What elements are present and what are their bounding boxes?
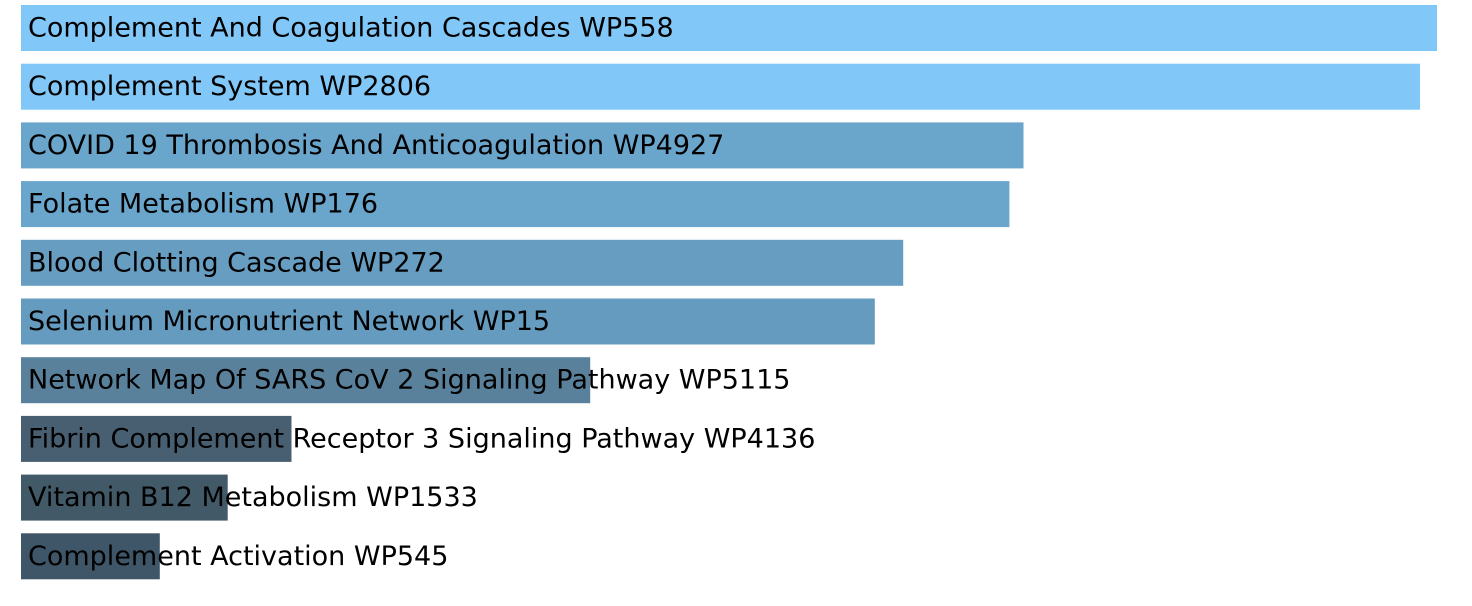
bar-1 (21, 5, 1437, 51)
bar-5 (21, 239, 904, 286)
bar-label-4: Folate Metabolism WP176 (28, 189, 378, 220)
bar-label-2: Complement System WP2806 (28, 71, 431, 102)
bar-label-9: Vitamin B12 Metabolism WP1533 (28, 482, 478, 513)
bar-label-8: Fibrin Complement Receptor 3 Signaling P… (28, 423, 815, 454)
bar-4 (21, 181, 1010, 228)
bar-6 (21, 298, 875, 345)
bar-10 (21, 533, 160, 580)
bars-group (21, 5, 1437, 580)
bar-label-5: Blood Clotting Cascade WP272 (28, 247, 445, 278)
bar-label-10: Complement Activation WP545 (28, 541, 448, 572)
bar-3 (21, 122, 1024, 169)
bar-8 (21, 415, 292, 462)
bar-7 (21, 357, 591, 404)
bar-label-1: Complement And Coagulation Cascades WP55… (28, 13, 674, 44)
bar-2 (21, 63, 1420, 110)
bar-label-3: COVID 19 Thrombosis And Anticoagulation … (28, 130, 724, 161)
bar-9 (21, 474, 228, 521)
labels-group: Complement And Coagulation Cascades WP55… (28, 13, 815, 572)
bar-label-6: Selenium Micronutrient Network WP15 (28, 306, 550, 337)
bar-label-7: Network Map Of SARS CoV 2 Signaling Path… (28, 365, 790, 396)
